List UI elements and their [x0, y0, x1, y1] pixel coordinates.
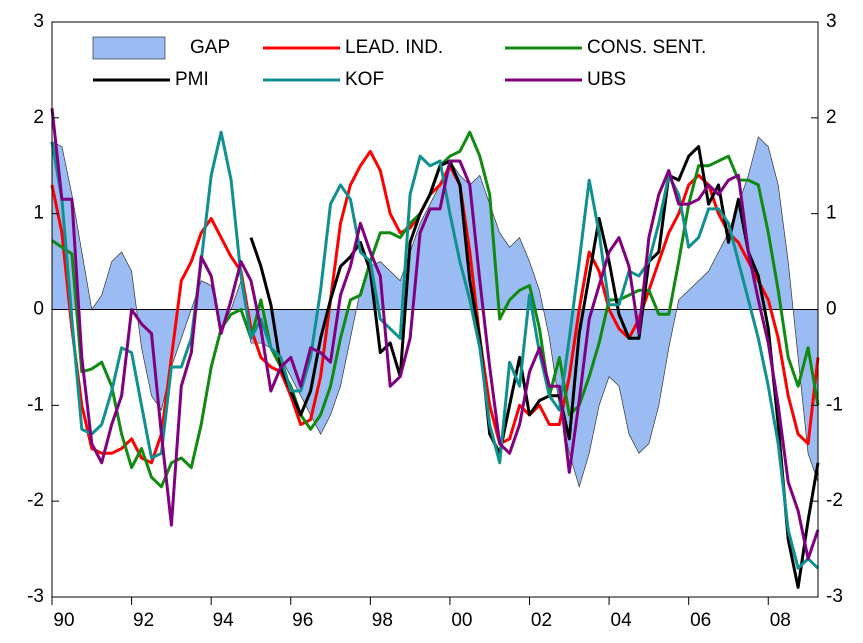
y2-tick-label: 2 [826, 107, 837, 128]
series-line [50, 108, 820, 561]
y2-tick-label: 1 [826, 203, 837, 224]
y2-tick-label: 3 [826, 11, 837, 32]
y-tick-label: -3 [27, 586, 44, 607]
y2-tick-label: -1 [826, 394, 843, 415]
legend-label: PMI [175, 69, 209, 90]
y2-tick-label: -2 [826, 490, 843, 511]
y-tick-label: 0 [33, 299, 44, 320]
x-tick-label: 98 [372, 610, 393, 631]
legend-label: GAP [190, 37, 230, 58]
series-line [50, 130, 820, 570]
legend-label: LEAD. IND. [345, 37, 443, 58]
legend-label: KOF [345, 69, 384, 90]
y2-tick-label: -3 [826, 586, 843, 607]
x-tick-label: 08 [770, 610, 791, 631]
legend-label: CONS. SENT. [587, 37, 706, 58]
legend-swatch [92, 36, 166, 60]
x-tick-label: 02 [531, 610, 552, 631]
y-tick-label: -1 [27, 394, 44, 415]
x-tick-label: 00 [451, 610, 472, 631]
x-tick-label: 90 [53, 610, 74, 631]
y-tick-label: 1 [33, 203, 44, 224]
x-tick-label: 94 [213, 610, 235, 631]
y2-tick-label: 0 [826, 299, 837, 320]
y-tick-label: 2 [33, 107, 44, 128]
series-line [50, 149, 820, 465]
x-tick-label: 06 [690, 610, 711, 631]
x-tick-label: 96 [292, 610, 313, 631]
y-tick-label: -2 [27, 490, 44, 511]
y-tick-label: 3 [33, 11, 44, 32]
x-tick-label: 04 [611, 610, 633, 631]
legend-label: UBS [587, 69, 626, 90]
x-tick-label: 92 [133, 610, 154, 631]
